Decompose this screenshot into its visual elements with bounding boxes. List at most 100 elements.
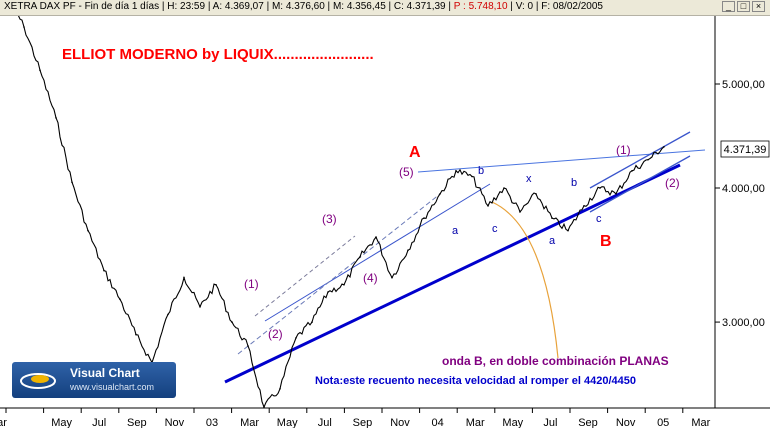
wave-2-late: (2) (665, 176, 680, 190)
x-tick-label: Sep (353, 417, 373, 428)
price-point (407, 249, 409, 252)
price-point (535, 193, 537, 195)
price-point (583, 205, 585, 207)
price-point (295, 337, 297, 339)
price-point (135, 333, 137, 336)
price-line (17, 16, 665, 409)
extra-label: P : 5.748,10 (453, 1, 508, 12)
sub-wave-b1: b (478, 165, 484, 177)
price-point (551, 217, 553, 219)
x-tick-label: Jul (543, 417, 557, 428)
price-point (615, 193, 617, 195)
price-point (263, 406, 265, 408)
price-point (647, 158, 649, 161)
wave-channel-line (264, 183, 491, 322)
price-point (455, 170, 457, 172)
x-tick-label: Sep (127, 417, 147, 428)
price-point (631, 170, 633, 172)
symbol-label: XETRA DAX PF (4, 1, 76, 12)
price-chart[interactable]: 3.000,00 4.000,00 5.000,00 ar May Jul Sep Nov 0… (0, 16, 770, 428)
price-point (39, 69, 41, 72)
last-price-marker: 4.371,39 (720, 140, 770, 158)
price-point (663, 145, 665, 148)
price-point (503, 187, 505, 189)
maximize-button[interactable]: □ (737, 1, 750, 12)
window-titlebar[interactable]: XETRA DAX PF - Fin de día 1 días | H: 23… (0, 0, 770, 16)
y-tick-label: 3.000,00 (722, 317, 765, 329)
last-price-box (720, 140, 770, 158)
x-tick-label: May (502, 417, 523, 428)
wave-5: (5) (399, 165, 414, 179)
price-point (343, 283, 345, 286)
price-point (183, 276, 185, 279)
volume-label: V: 0 (515, 1, 534, 12)
x-axis: ar May Jul Sep Nov 03 Mar May Jul Sep Nov 04 Mar May J… (0, 408, 711, 428)
open-label: A: 4.369,07 (212, 1, 264, 12)
interval-label: Fin de día 1 días (84, 1, 160, 12)
price-point (119, 298, 121, 301)
sub-wave-c1: c (492, 223, 498, 235)
channel-lines (224, 131, 706, 384)
dashed-line-1 (237, 193, 441, 355)
annotations: ELLIOT MODERNO by LIQUIX................… (62, 46, 680, 387)
price-point (23, 26, 25, 28)
wave-3: (3) (322, 212, 337, 226)
price-point (55, 117, 57, 119)
x-tick-label: May (277, 417, 298, 428)
price-point (423, 217, 425, 219)
price-point (519, 211, 521, 213)
y-axis: 3.000,00 4.000,00 5.000,00 (715, 79, 765, 329)
close-label: C: 4.371,39 (393, 1, 446, 12)
x-tick-label: Mar (691, 417, 710, 428)
x-tick-label: May (51, 417, 72, 428)
orange-arrow-curve (491, 201, 559, 359)
wave-b-label: B (600, 233, 612, 250)
sub-wave-a1: a (452, 225, 459, 237)
price-point (199, 305, 201, 308)
price-point (215, 283, 217, 286)
minimize-button[interactable]: _ (722, 1, 735, 12)
close-button[interactable]: × (752, 1, 765, 12)
x-tick-label: Mar (466, 417, 485, 428)
note-onda-b: onda B, en doble combinación PLANAS (442, 354, 669, 368)
hour-label: H: 23:59 (167, 1, 206, 12)
x-tick-label: Jul (92, 417, 106, 428)
dashed-line-2 (254, 235, 356, 317)
price-point (279, 387, 281, 390)
y-tick-label: 5.000,00 (722, 79, 765, 91)
x-tick-label: Nov (616, 417, 636, 428)
note-velocidad: Nota:este recuento necesita velocidad al… (315, 375, 636, 387)
y-tick-label: 4.000,00 (722, 183, 765, 195)
price-point (167, 313, 169, 316)
x-tick-label: 05 (657, 417, 669, 428)
wave-1-early: (1) (244, 277, 259, 291)
wave-a-label: A (409, 144, 421, 161)
x-tick-label: 03 (206, 417, 218, 428)
price-point (311, 321, 313, 323)
x-tick-label: ar (0, 417, 7, 428)
x-tick-label: Mar (240, 417, 259, 428)
price-point (599, 187, 601, 189)
wave-2-early: (2) (268, 327, 283, 341)
high-label: M: 4.376,60 (271, 1, 325, 12)
price-point (103, 269, 105, 272)
visual-chart-brand: Visual Chart (70, 366, 140, 380)
price-point (391, 276, 393, 279)
price-point (231, 321, 233, 323)
main-trendline (224, 163, 681, 384)
sub-wave-c2: c (596, 213, 602, 225)
price-point (359, 256, 361, 258)
price-point (247, 345, 249, 347)
x-tick-label: Sep (578, 417, 598, 428)
quote-readout: XETRA DAX PF - Fin de día 1 días | H: 23… (4, 1, 603, 12)
sub-wave-x: x (526, 173, 532, 185)
wave-1-late: (1) (616, 143, 631, 157)
price-point (87, 229, 89, 232)
visual-chart-logo: Visual Chart www.visualchart.com (12, 362, 176, 398)
low-label: M: 4.356,45 (332, 1, 386, 12)
price-point (567, 229, 569, 232)
last-price-text: 4.371,39 (724, 144, 767, 156)
chart-title: ELLIOT MODERNO by LIQUIX................… (62, 46, 374, 63)
date-label: F: 08/02/2005 (541, 1, 603, 12)
